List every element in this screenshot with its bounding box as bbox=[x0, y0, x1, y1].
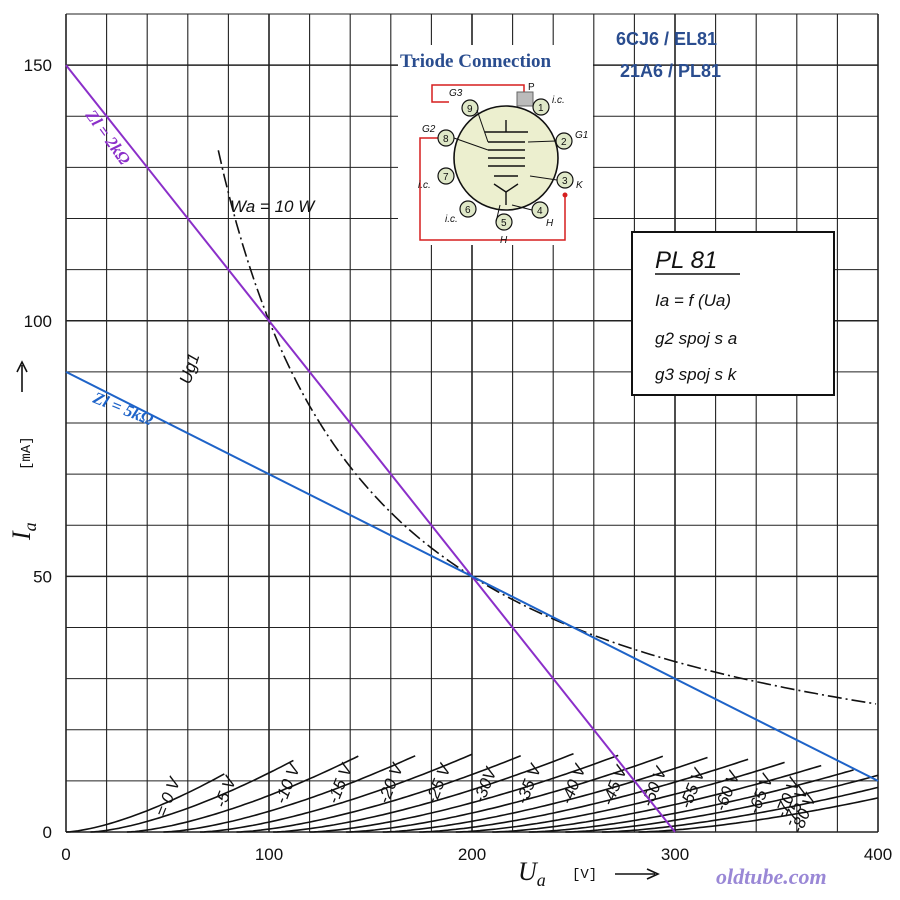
plate-curve-solid bbox=[382, 756, 708, 833]
pin-6 bbox=[459, 200, 477, 218]
pin-5-number: 5 bbox=[501, 218, 507, 229]
info-box-line-2: g2 spoj s a bbox=[655, 329, 737, 348]
pin-label-g2: G2 bbox=[422, 124, 436, 135]
pin-8-number: 8 bbox=[443, 134, 449, 145]
info-box-title: PL 81 bbox=[655, 247, 717, 274]
y-axis-title: Ia [mA] bbox=[7, 360, 40, 541]
pin-2-number: 2 bbox=[561, 137, 567, 148]
pin-9 bbox=[461, 99, 479, 117]
pin-leads bbox=[453, 109, 558, 223]
load-line bbox=[65, 370, 879, 782]
pin-label-ic-7: i.c. bbox=[418, 180, 431, 191]
plate-curve-solid bbox=[638, 797, 879, 833]
y-axis-arrow bbox=[16, 360, 28, 392]
x-tick-label: 200 bbox=[458, 845, 486, 864]
load-line bbox=[65, 64, 676, 833]
tube-electrodes bbox=[485, 120, 528, 205]
plate-curve-solid bbox=[528, 769, 854, 833]
plate-curve-solid bbox=[455, 761, 785, 833]
pin-label-p: P bbox=[528, 82, 535, 93]
pin-label-h-4: H bbox=[546, 218, 554, 229]
pin-1-number: 1 bbox=[538, 103, 544, 114]
plate-curve-solid bbox=[90, 759, 294, 833]
y-tick-label: 150 bbox=[24, 56, 52, 75]
power-limit-label: Wa = 10 W bbox=[230, 197, 316, 216]
pin-label-k: K bbox=[576, 180, 584, 191]
x-axis-unit: [V] bbox=[572, 867, 597, 883]
info-box-line-3: g3 spoj s k bbox=[655, 365, 738, 384]
tube-type-1: 6CJ6 / EL81 bbox=[616, 29, 717, 49]
plate-curve-solid bbox=[65, 773, 225, 833]
x-axis-symbol: Ua bbox=[518, 857, 546, 890]
pin-label-g3: G3 bbox=[449, 88, 463, 99]
pin-3-number: 3 bbox=[562, 176, 568, 187]
power-limit-curve bbox=[217, 150, 877, 705]
pin-label-ic-1: i.c. bbox=[552, 95, 565, 106]
wire-g2-to-cathode bbox=[419, 137, 566, 241]
info-box-line-1: Ia = f (Ua) bbox=[655, 291, 731, 310]
triode-connection-diagram: Triode Connection P 1 2 3 bbox=[398, 45, 593, 246]
x-tick-label: 0 bbox=[61, 845, 70, 864]
x-tick-label: 400 bbox=[864, 845, 892, 864]
wire-g3-to-anode bbox=[431, 84, 525, 103]
y-tick-label: 0 bbox=[43, 823, 52, 842]
watermark: oldtube.com bbox=[716, 864, 827, 889]
plate-curve-solid bbox=[199, 753, 473, 833]
y-tick-label: 50 bbox=[33, 567, 52, 586]
plate-curve-solid bbox=[309, 754, 619, 833]
plate-curve-solid bbox=[273, 753, 574, 833]
wire-dot-cathode bbox=[562, 192, 568, 198]
pin-7 bbox=[437, 167, 455, 185]
x-tick-label: 300 bbox=[661, 845, 689, 864]
tube-type-2: 21A6 / PL81 bbox=[620, 61, 721, 81]
pin-4-number: 4 bbox=[537, 206, 543, 217]
info-box: PL 81 Ia = f (Ua) g2 spoj s a g3 spoj s … bbox=[631, 231, 835, 396]
triode-connection-title: Triode Connection bbox=[400, 51, 552, 72]
plate-curve-solid bbox=[163, 755, 416, 833]
pin-7-number: 7 bbox=[443, 172, 449, 183]
plate-curve-solid bbox=[346, 755, 664, 833]
plate-curve-solid bbox=[601, 786, 879, 833]
plate-curve-solid bbox=[126, 755, 359, 833]
x-axis-title: Ua [V] bbox=[518, 857, 660, 890]
pin-label-h-5: H bbox=[500, 235, 508, 246]
y-axis-symbol: Ia bbox=[7, 522, 40, 541]
plate-curve-solid bbox=[565, 774, 879, 833]
pin-6-number: 6 bbox=[465, 205, 471, 216]
anode-cap bbox=[516, 91, 534, 107]
plate-curve-solid bbox=[419, 758, 749, 833]
x-tick-label: 100 bbox=[255, 845, 283, 864]
pin-9-number: 9 bbox=[467, 104, 473, 115]
pin-1 bbox=[532, 98, 550, 116]
info-box-frame bbox=[631, 231, 835, 396]
y-axis-unit: [mA] bbox=[19, 436, 35, 470]
x-axis-arrow bbox=[615, 868, 660, 880]
tick-labels: 0 100 200 300 400 0 50 100 150 bbox=[24, 56, 893, 864]
pin-label-ic-6: i.c. bbox=[445, 214, 458, 225]
pin-label-g1: G1 bbox=[575, 130, 588, 141]
y-tick-label: 100 bbox=[24, 312, 52, 331]
plate-curve-solid bbox=[236, 755, 521, 833]
